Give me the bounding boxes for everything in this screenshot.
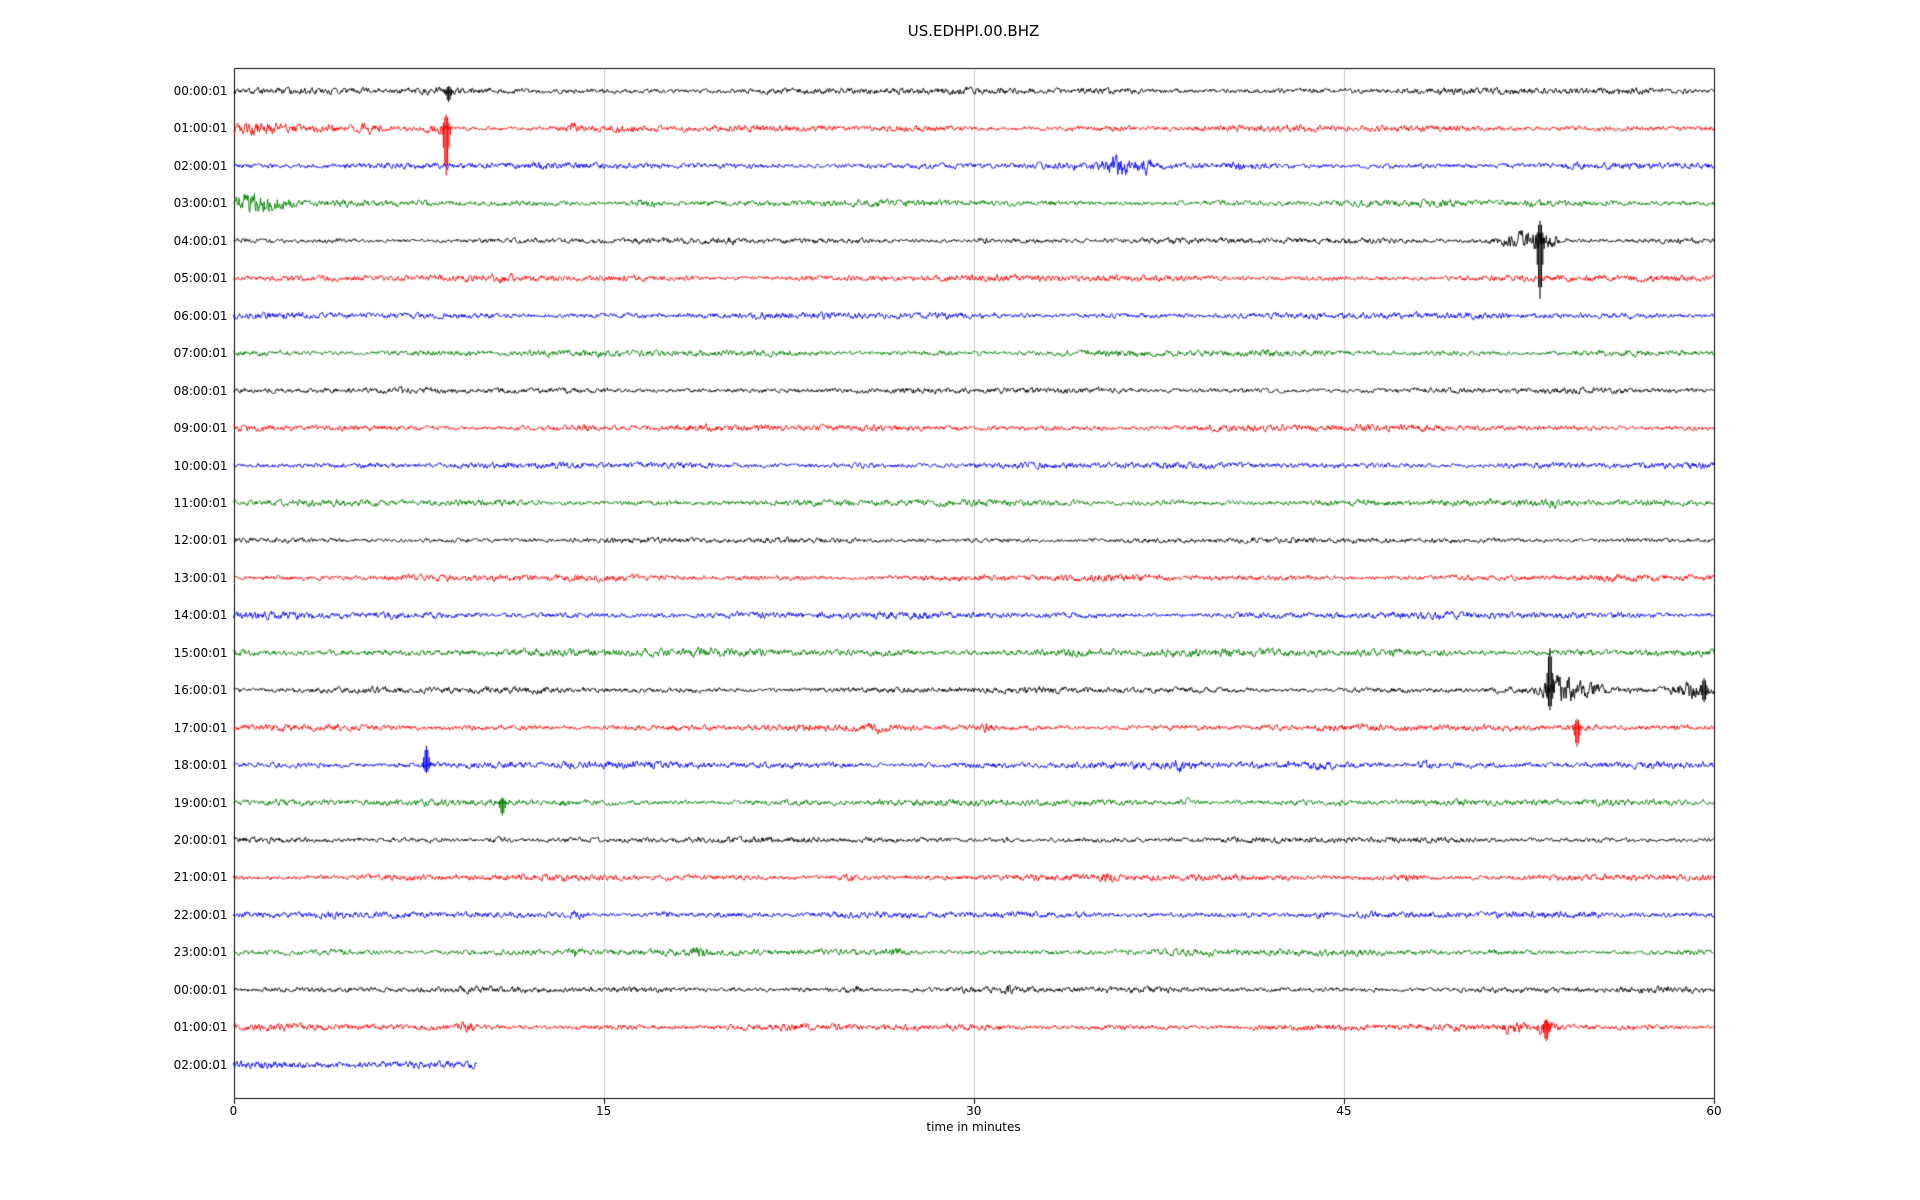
plot-area: US.EDHPI.00.BHZ time in minutes 00:00:01…	[0, 0, 1920, 1200]
trace-canvas	[0, 0, 1920, 1200]
